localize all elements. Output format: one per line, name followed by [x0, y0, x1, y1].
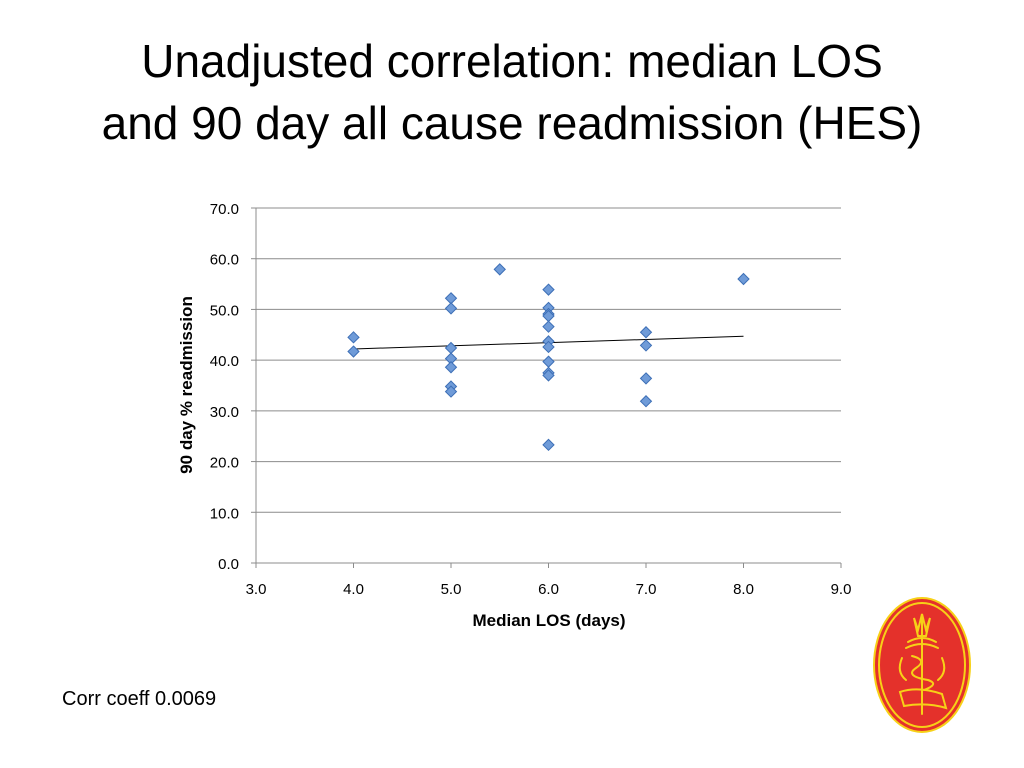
x-axis-label: Median LOS (days)	[472, 611, 625, 630]
x-tick-label: 7.0	[636, 581, 657, 598]
slide-title-line-1: Unadjusted correlation: median LOS	[141, 35, 883, 87]
data-point	[542, 320, 555, 333]
y-tick-label: 60.0	[210, 252, 239, 269]
data-point	[493, 263, 506, 276]
data-point	[639, 339, 653, 352]
data-point	[737, 272, 750, 286]
data-point	[444, 341, 458, 355]
y-tick-label: 30.0	[210, 404, 239, 421]
data-point	[444, 361, 458, 374]
correlation-coefficient: Corr coeff 0.0069	[62, 688, 217, 710]
data-point	[639, 326, 653, 339]
x-tick-label: 3.0	[246, 581, 267, 598]
y-tick-label: 40.0	[210, 353, 239, 370]
data-point	[639, 372, 653, 385]
y-tick-label: 10.0	[210, 505, 239, 522]
data-point	[542, 369, 555, 382]
x-tick-labels: 3.0 4.0 5.0 6.0 7.0 8.0 9.0	[246, 581, 852, 598]
y-tick-label: 50.0	[210, 302, 239, 319]
data-point	[444, 302, 458, 315]
x-tick-label: 6.0	[538, 581, 559, 598]
data-point	[444, 292, 458, 305]
data-point	[542, 355, 555, 368]
y-tick-label: 0.0	[218, 556, 239, 573]
y-tick-labels: 0.0 10.0 20.0 30.0 40.0 50.0 60.0 70.0	[210, 201, 239, 573]
y-tick-label: 70.0	[210, 201, 239, 218]
hospital-crest-logo	[873, 597, 971, 733]
y-tick-label: 20.0	[210, 455, 239, 472]
data-point	[542, 340, 555, 354]
x-tick-label: 5.0	[441, 581, 462, 598]
slide-title: Unadjusted correlation: median LOS and 9…	[0, 30, 1024, 154]
data-point	[639, 395, 653, 408]
data-points	[347, 263, 750, 452]
data-point	[542, 283, 555, 296]
x-tick-label: 4.0	[343, 581, 364, 598]
data-point	[542, 438, 555, 452]
data-point	[347, 331, 360, 344]
x-tick-label: 9.0	[831, 581, 852, 598]
x-tick-label: 8.0	[733, 581, 754, 598]
gridlines	[251, 207, 842, 568]
axes	[255, 208, 841, 564]
slide-title-line-2: and 90 day all cause readmission (HES)	[101, 97, 923, 149]
data-point	[444, 385, 458, 398]
y-axis-label: 90 day % readmission	[177, 296, 196, 474]
data-point	[347, 345, 360, 358]
